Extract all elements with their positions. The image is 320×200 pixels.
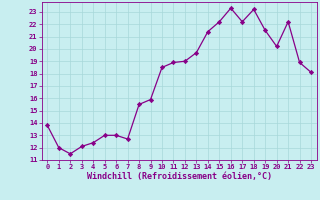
X-axis label: Windchill (Refroidissement éolien,°C): Windchill (Refroidissement éolien,°C) — [87, 172, 272, 181]
